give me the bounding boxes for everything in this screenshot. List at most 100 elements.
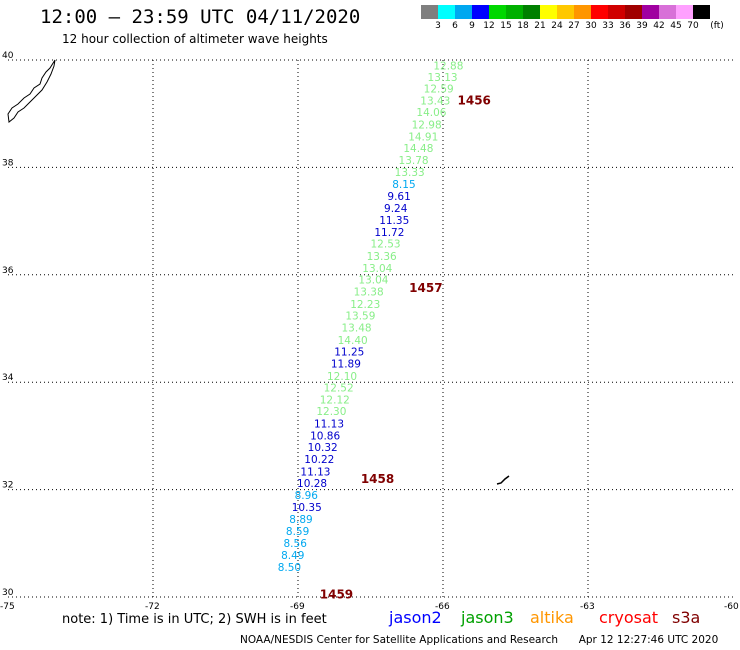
lon-label: -66 [435,602,450,612]
legend-tick-label: 45 [670,21,682,31]
pass-labels: 1456 1457 1458 1459 [320,93,491,601]
wave-height-value: 13.48 [342,322,372,334]
legend-swatch [557,5,574,19]
wave-height-value: 8.56 [284,538,308,550]
legend-tick-label: 27 [568,21,580,31]
wave-height-value: 12.59 [424,83,454,95]
legend-swatch [693,5,710,19]
coastline-nova-scotia [7,59,56,123]
wave-height-value: 9.24 [384,203,408,215]
lon-label: -63 [580,602,595,612]
legend-swatch [489,5,506,19]
wave-height-value: 13.04 [358,275,388,287]
legend-swatch [523,5,540,19]
wave-height-value: 8.96 [295,490,319,502]
mission-label: cryosat [599,608,659,627]
legend-tick-label: 70 [687,21,699,31]
legend-tick-label: 24 [551,21,563,31]
lat-label: 34 [2,373,14,383]
wave-height-value: 11.89 [331,358,361,370]
coastline-bermuda [496,475,510,485]
legend-swatch [642,5,659,19]
legend-tick-label: 18 [517,21,529,31]
wave-height-value: 12.53 [371,239,401,251]
lat-label: 32 [2,481,13,491]
wave-height-value: 14.40 [338,335,368,347]
wave-height-value: 10.32 [308,442,338,454]
pass-number: 1458 [361,472,394,486]
wave-height-value: 8.49 [281,550,304,562]
legend-swatch [438,5,455,19]
credit-text: NOAA/NESDIS Center for Satellite Applica… [240,634,558,646]
legend-swatch [455,5,472,19]
wave-height-value: 10.22 [304,454,334,466]
legend-swatch [591,5,608,19]
wave-height-value: 11.72 [374,227,404,239]
wave-height-value: 9.61 [387,191,410,203]
wave-height-value: 12.98 [412,119,442,131]
legend-unit: (ft) [710,21,724,31]
wave-height-value: 8.15 [392,179,415,191]
wave-height-value: 10.28 [297,478,327,490]
wave-height-value: 10.35 [292,502,322,514]
wave-height-value: 11.35 [379,215,409,227]
legend-tick-label: 15 [500,21,512,31]
page-subtitle: 12 hour collection of altimeter wave hei… [62,32,328,46]
timestamp: Apr 12 12:27:46 UTC 2020 [578,634,719,646]
coastline [7,59,510,485]
legend-tick-label: 33 [602,21,614,31]
wave-height-value: 13.04 [362,263,392,275]
lat-label: 40 [2,51,14,61]
wave-height-value: 12.23 [350,299,380,311]
wave-height-value: 11.13 [314,419,344,431]
legend-swatch [574,5,591,19]
map-grid [8,59,733,598]
legend-tick-label: 36 [619,21,631,31]
legend-tick-label: 9 [469,21,475,31]
legend-swatch [676,5,693,19]
wave-height-value: 13.33 [395,167,425,179]
legend-tick-label: 21 [534,21,546,31]
legend-swatch [659,5,676,19]
wave-height-value: 14.48 [403,143,433,155]
pass-number: 1457 [409,281,442,295]
wave-height-value: 8.89 [289,514,312,526]
wave-height-value: 10.86 [310,430,340,442]
legend-swatch [540,5,557,19]
wave-height-value: 14.91 [408,131,438,143]
legend-tick-label: 39 [636,21,648,31]
altimeter-track: 12.8813.1312.5913.4314.0612.9814.9114.48… [278,60,464,574]
legend-swatch [608,5,625,19]
lat-label: 38 [2,158,14,168]
legend-tick-label: 6 [452,21,458,31]
wave-height-value: 12.52 [324,383,354,395]
lat-label: 30 [2,588,14,598]
lon-label: -75 [0,602,15,612]
page-title: 12:00 — 23:59 UTC 04/11/2020 [40,6,361,28]
wave-height-value: 8.50 [278,562,301,574]
pass-number: 1456 [458,93,491,107]
lat-label: 36 [2,266,14,276]
legend-swatch [625,5,642,19]
wave-height-value: 12.30 [316,406,346,418]
credit-line: NOAA/NESDIS Center for Satellite Applica… [240,634,718,646]
mission-label: altika [530,608,574,627]
wave-height-value: 12.12 [320,394,350,406]
legend-tick-label: 12 [483,21,495,31]
axis-labels: 40 38 36 34 32 30 -75 -72 -69 -66 -63 -60 [0,51,739,612]
legend-swatch [472,5,489,19]
legend-swatch [506,5,523,19]
wave-height-value: 11.13 [300,466,330,478]
legend-tick-label: 30 [585,21,597,31]
wave-height-value: 12.10 [327,371,357,383]
wave-height-value: 13.38 [354,286,384,298]
wave-height-value: 14.06 [416,107,446,119]
legend-tick-label: 3 [435,21,441,31]
mission-label: jason3 [461,608,514,627]
legend-tick-label: 42 [653,21,665,31]
lon-label: -60 [724,602,739,612]
footer-note: note: 1) Time is in UTC; 2) SWH is in fe… [62,612,327,627]
pass-number: 1459 [320,587,353,601]
wave-height-value: 13.59 [345,311,375,323]
